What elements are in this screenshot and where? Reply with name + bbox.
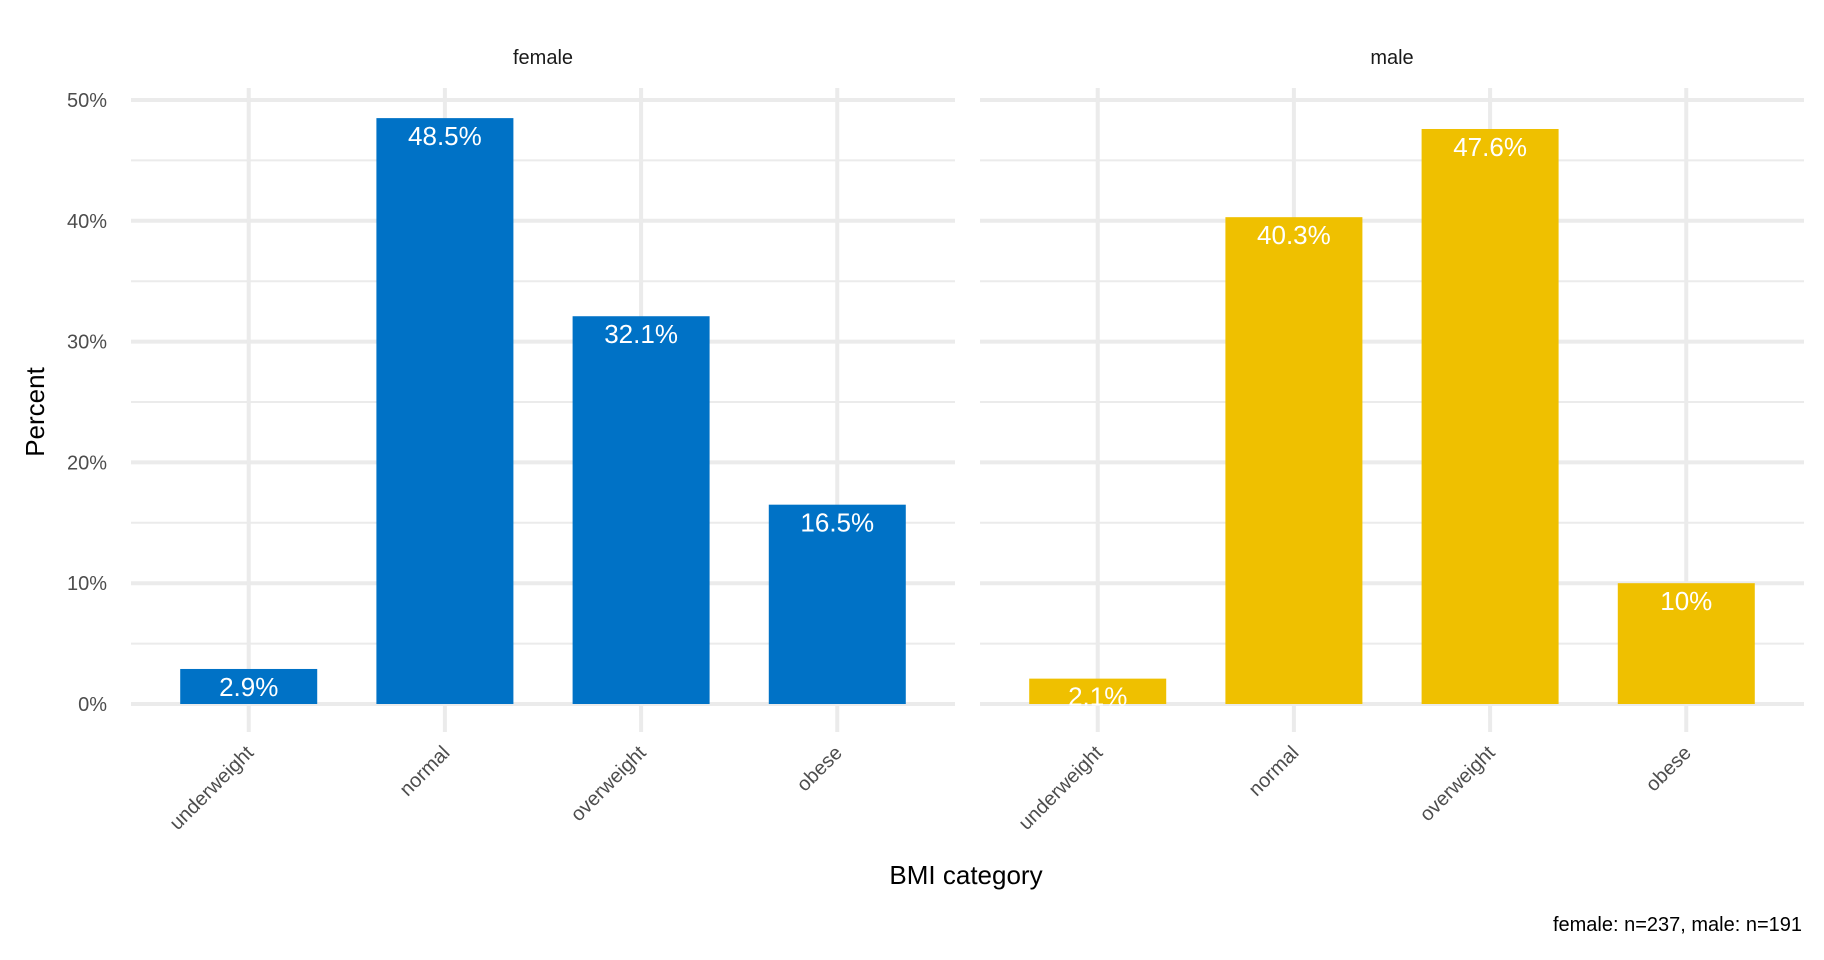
data-label: 32.1%: [604, 319, 678, 349]
data-label: 10%: [1660, 586, 1712, 616]
facet-strip-label: female: [513, 47, 573, 69]
x-tick-label: overweight: [1416, 742, 1500, 826]
bar-female-obese: [768, 504, 906, 704]
bar-female-normal: [376, 118, 514, 705]
data-label: 47.6%: [1453, 132, 1527, 162]
x-tick-label: underweight: [166, 742, 259, 835]
data-label: 2.9%: [219, 672, 278, 702]
y-tick-label: 0%: [78, 694, 107, 716]
x-tick-label: underweight: [1015, 742, 1108, 835]
y-tick-label: 20%: [67, 452, 107, 474]
data-label: 40.3%: [1257, 220, 1331, 250]
x-tick-label: normal: [396, 742, 455, 801]
data-label: 16.5%: [800, 508, 874, 538]
data-label: 48.5%: [408, 121, 482, 151]
bar-male-obese: [1617, 583, 1755, 704]
facet-panel-female: female 2.9% 48.5% 32.1% 16.5% underweight norm…: [131, 47, 955, 835]
facet-panel-male: male 2.1% 40.3% 47.6% 10% underweight normal ov…: [980, 47, 1804, 835]
data-label: 2.1%: [1068, 682, 1127, 712]
y-tick-label: 40%: [67, 211, 107, 233]
caption: female: n=237, male: n=191: [1553, 914, 1802, 936]
x-tick-label: normal: [1245, 742, 1304, 801]
bar-male-normal: [1225, 217, 1363, 704]
y-axis-title: Percent: [20, 366, 50, 456]
bar-female-overweight: [572, 316, 710, 704]
x-tick-label: obese: [1642, 742, 1696, 796]
facet-panels: 0% 10% 20% 30% 40% 50% female 2.9% 48.5% 32.1% 16.…: [67, 47, 1804, 835]
x-axis-title: BMI category: [889, 860, 1042, 890]
y-tick-label: 10%: [67, 573, 107, 595]
facet-strip-label: male: [1370, 47, 1413, 69]
bar-male-underweight: [1029, 678, 1167, 704]
bar-female-underweight: [180, 668, 318, 704]
y-tick-label: 30%: [67, 332, 107, 354]
x-tick-label: obese: [793, 742, 847, 796]
x-tick-label: overweight: [567, 742, 651, 826]
y-tick-label: 50%: [67, 90, 107, 112]
bar-male-overweight: [1421, 128, 1559, 704]
